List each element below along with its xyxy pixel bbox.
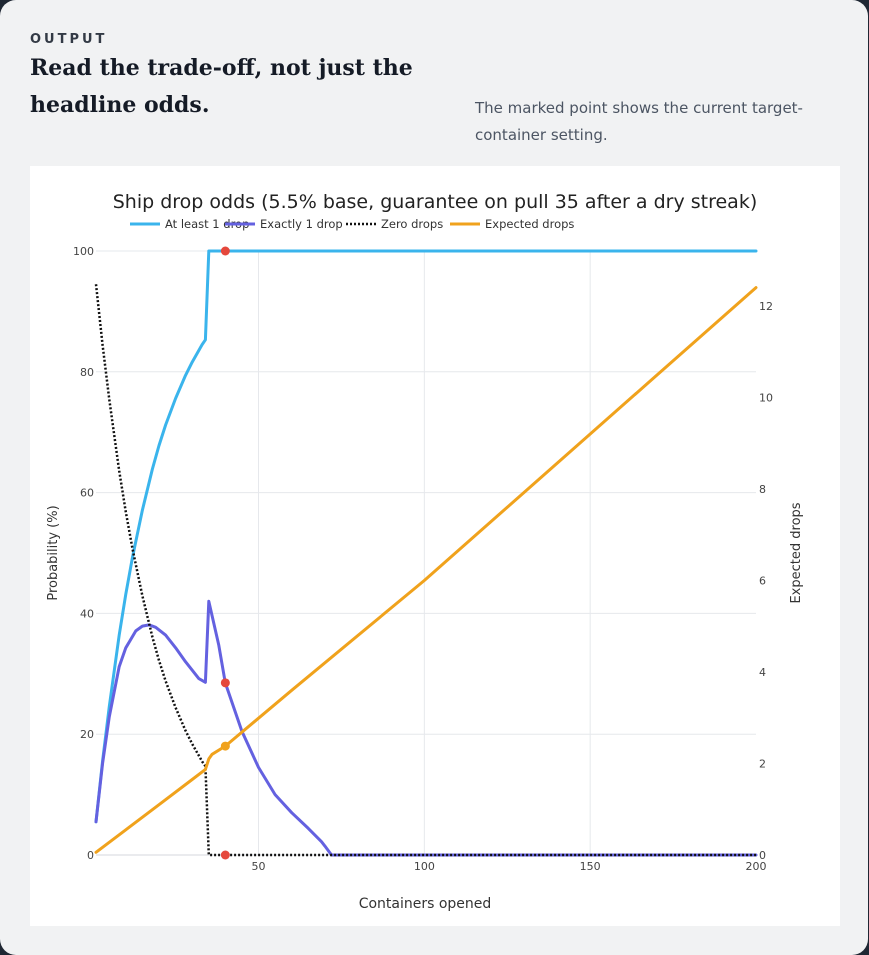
x-tick-label: 50	[252, 860, 266, 873]
section-note: The marked point shows the current targe…	[475, 99, 803, 144]
y2-tick-label: 8	[759, 483, 766, 496]
x-axis-label: Containers opened	[359, 896, 492, 912]
chart-legend: At least 1 drop Exactly 1 drop Zero drops E…	[130, 217, 574, 231]
current-setting-marker	[220, 678, 230, 688]
legend-label: Zero drops	[381, 217, 443, 231]
y2-tick-label: 6	[759, 574, 766, 587]
chart-grid	[96, 250, 756, 856]
y2-tick-label: 10	[759, 391, 773, 404]
series-line-2	[94, 284, 756, 857]
y-tick-label: 60	[80, 487, 94, 500]
series-line-1	[94, 599, 758, 857]
chart-panel: Ship drop odds (5.5% base, guarantee on …	[30, 166, 840, 926]
current-setting-marker	[220, 246, 230, 256]
chart-series	[94, 249, 758, 857]
current-setting-marker	[220, 741, 230, 751]
legend-label: Exactly 1 drop	[260, 217, 343, 231]
drop-odds-chart: Ship drop odds (5.5% base, guarantee on …	[46, 191, 804, 912]
y2-tick-label: 2	[759, 757, 766, 770]
series-line-3	[94, 286, 758, 854]
section-title: Read the trade-off, not just the headlin…	[30, 55, 413, 118]
y-tick-label: 20	[80, 728, 94, 741]
y2-axis-label: Expected drops	[789, 502, 804, 603]
x-tick-label: 150	[580, 860, 601, 873]
y-tick-label: 80	[80, 366, 94, 379]
chart-title: Ship drop odds (5.5% base, guarantee on …	[113, 191, 758, 213]
section-kicker: OUTPUT	[30, 32, 108, 47]
legend-label: Expected drops	[485, 217, 574, 231]
y2-tick-label: 0	[759, 849, 766, 862]
y2-tick-label: 12	[759, 300, 773, 313]
x-tick-label: 100	[414, 860, 435, 873]
y-tick-label: 100	[73, 245, 94, 258]
series-line-0	[94, 249, 758, 824]
current-setting-marker	[220, 850, 230, 860]
y-tick-label: 0	[87, 849, 94, 862]
y2-tick-label: 4	[759, 666, 766, 679]
current-setting-markers	[220, 246, 230, 860]
x-tick-label: 200	[746, 860, 767, 873]
y-axis-label: Probability (%)	[46, 505, 61, 600]
legend-label: At least 1 drop	[165, 217, 249, 231]
y-tick-label: 40	[80, 607, 94, 620]
